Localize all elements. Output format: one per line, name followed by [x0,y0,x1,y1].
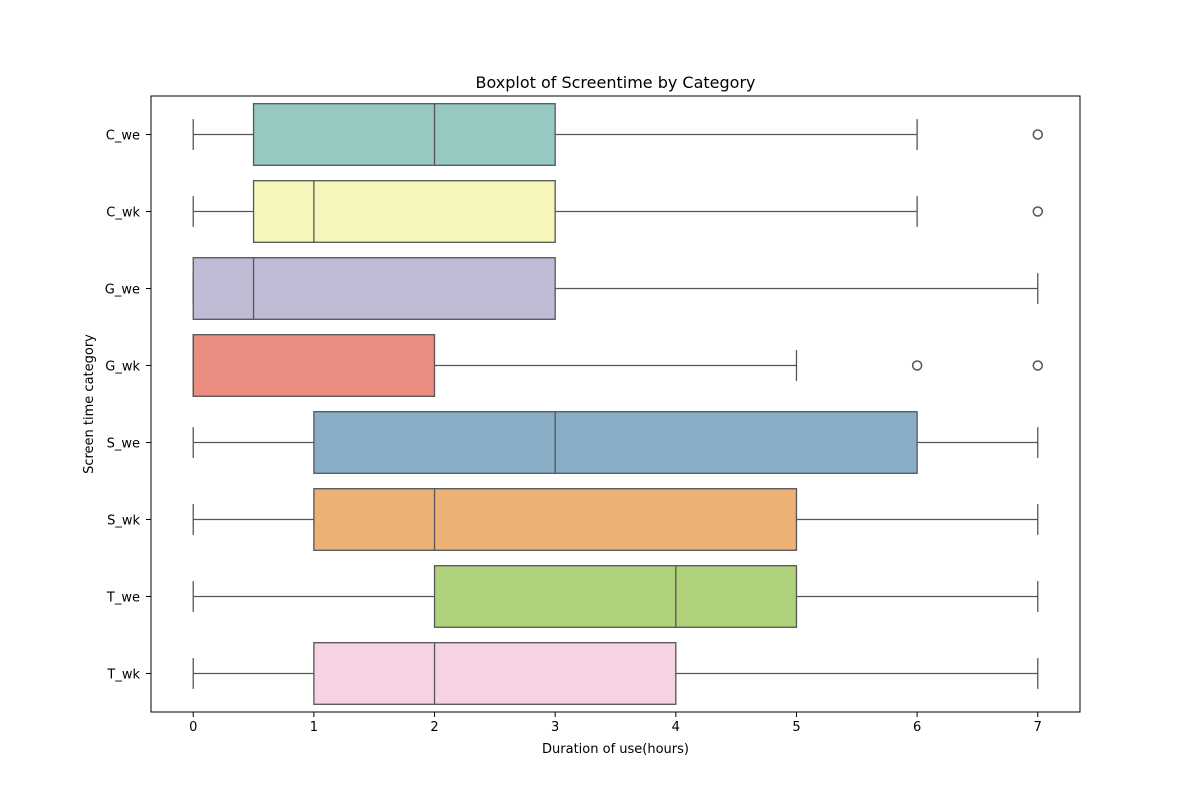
x-tick-label-6: 6 [913,720,921,735]
outlier-G_wk-1 [1032,360,1044,371]
box-group-C_wk [192,180,1044,243]
y-tick-label-0: C_we [106,129,140,144]
chart-title: Boxplot of Screentime by Category [475,73,755,92]
y-axis-label: Screen time category [82,334,97,474]
box-S_we [313,411,918,474]
box-T_we [433,565,798,628]
y-tick-label-3: G_wk [105,360,140,375]
box-G_wk [192,334,436,397]
x-tick-label-5: 5 [792,720,800,735]
outlier-C_we-0 [1032,129,1044,140]
plot-area: 0 1 2 3 4 5 6 7 C_we C_wk G_we G_wk S_we S_wk T_we T_wk [105,103,1044,735]
y-tick-label-4: S_we [107,437,140,452]
box-C_we [252,103,556,166]
y-tick-label-1: C_wk [106,206,140,221]
box-group-T_we [192,565,1039,628]
y-tick-label-5: S_wk [107,514,140,529]
box-group-S_we [192,411,1039,474]
x-tick-label-1: 1 [310,720,318,735]
x-tick-label-2: 2 [430,720,438,735]
outlier-C_wk-0 [1032,206,1044,217]
box-group-G_wk [192,334,1044,397]
x-tick-label-4: 4 [672,720,680,735]
y-tick-label-6: T_we [106,591,140,606]
box-group-G_we [192,257,1039,320]
box-group-T_wk [192,642,1039,705]
x-tick-label-7: 7 [1034,720,1042,735]
plot-frame [150,95,1081,713]
x-axis-label: Duration of use(hours) [542,742,689,757]
box-C_wk [252,180,556,243]
y-tick-label-7: T_wk [106,668,140,683]
x-tick-label-0: 0 [189,720,197,735]
outlier-G_wk-0 [911,360,923,371]
y-tick-label-2: G_we [105,283,140,298]
box-S_wk [313,488,798,551]
x-tick-label-3: 3 [551,720,559,735]
box-group-S_wk [192,488,1039,551]
box-T_wk [313,642,677,705]
box-group-C_we [192,103,1044,166]
box-G_we [192,257,556,320]
